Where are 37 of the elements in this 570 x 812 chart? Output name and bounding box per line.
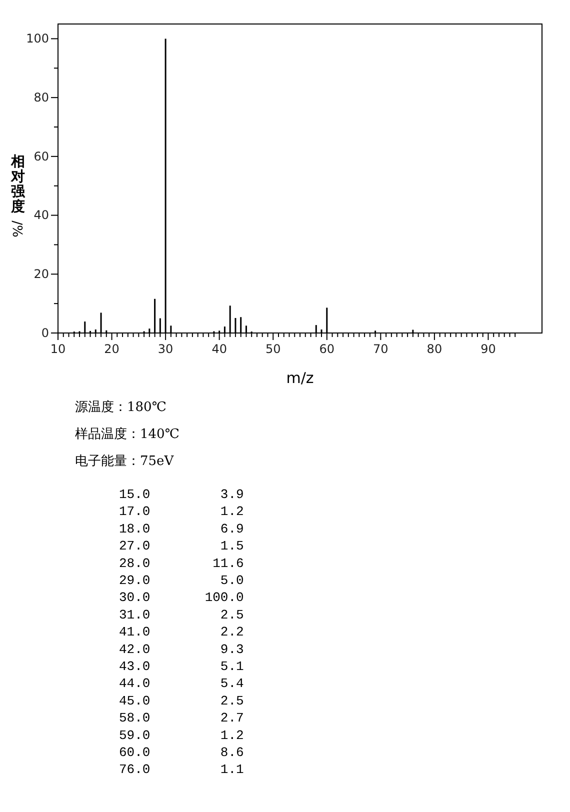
y-tick-label: 0: [41, 326, 49, 340]
text: 29.0 5.0: [119, 573, 244, 588]
text: 电子能量：75eV: [75, 454, 174, 469]
y-tick-label: 60: [34, 149, 49, 164]
text: 30.0 100.0: [119, 590, 244, 606]
text: 41.0 2.2: [119, 624, 244, 640]
text: 31.0 2.5: [119, 607, 244, 622]
x-tick-label: 30: [158, 342, 174, 356]
text: 27.0 1.5: [119, 538, 244, 554]
y-tick-label: 40: [34, 208, 49, 222]
x-tick-label: 10: [50, 342, 66, 356]
text: 28.0 11.6: [119, 556, 244, 571]
y-tick-label: 20: [34, 266, 49, 281]
text: 42.0 9.3: [119, 642, 244, 657]
x-tick-label: 90: [480, 342, 496, 356]
text: 76.0 1.1: [119, 762, 244, 778]
y-tick-label: 80: [34, 90, 49, 104]
y-tick-label: 100: [26, 32, 49, 46]
x-tick-label: 60: [319, 342, 335, 356]
text: 58.0 2.7: [119, 710, 244, 726]
y-axis-title: 相对强度/%: [9, 154, 26, 238]
x-axis-title: m/z: [286, 369, 314, 387]
x-tick-label: 20: [104, 342, 120, 356]
text: 44.0 5.4: [119, 676, 244, 692]
text: 60.0 8.6: [119, 745, 244, 760]
text: 源温度：180℃: [75, 399, 166, 415]
text: 样品温度：140℃: [75, 426, 180, 442]
x-tick-label: 40: [212, 342, 227, 356]
text: 18.0 6.9: [119, 521, 244, 536]
text: 59.0 1.2: [119, 728, 244, 743]
x-tick-label: 50: [265, 342, 281, 356]
text: 43.0 5.1: [119, 659, 244, 674]
text: 45.0 2.5: [119, 693, 244, 708]
x-tick-label: 70: [373, 342, 388, 356]
text: 15.0 3.9: [119, 487, 244, 502]
x-tick-label: 80: [426, 342, 442, 356]
text: 17.0 1.2: [119, 504, 244, 520]
